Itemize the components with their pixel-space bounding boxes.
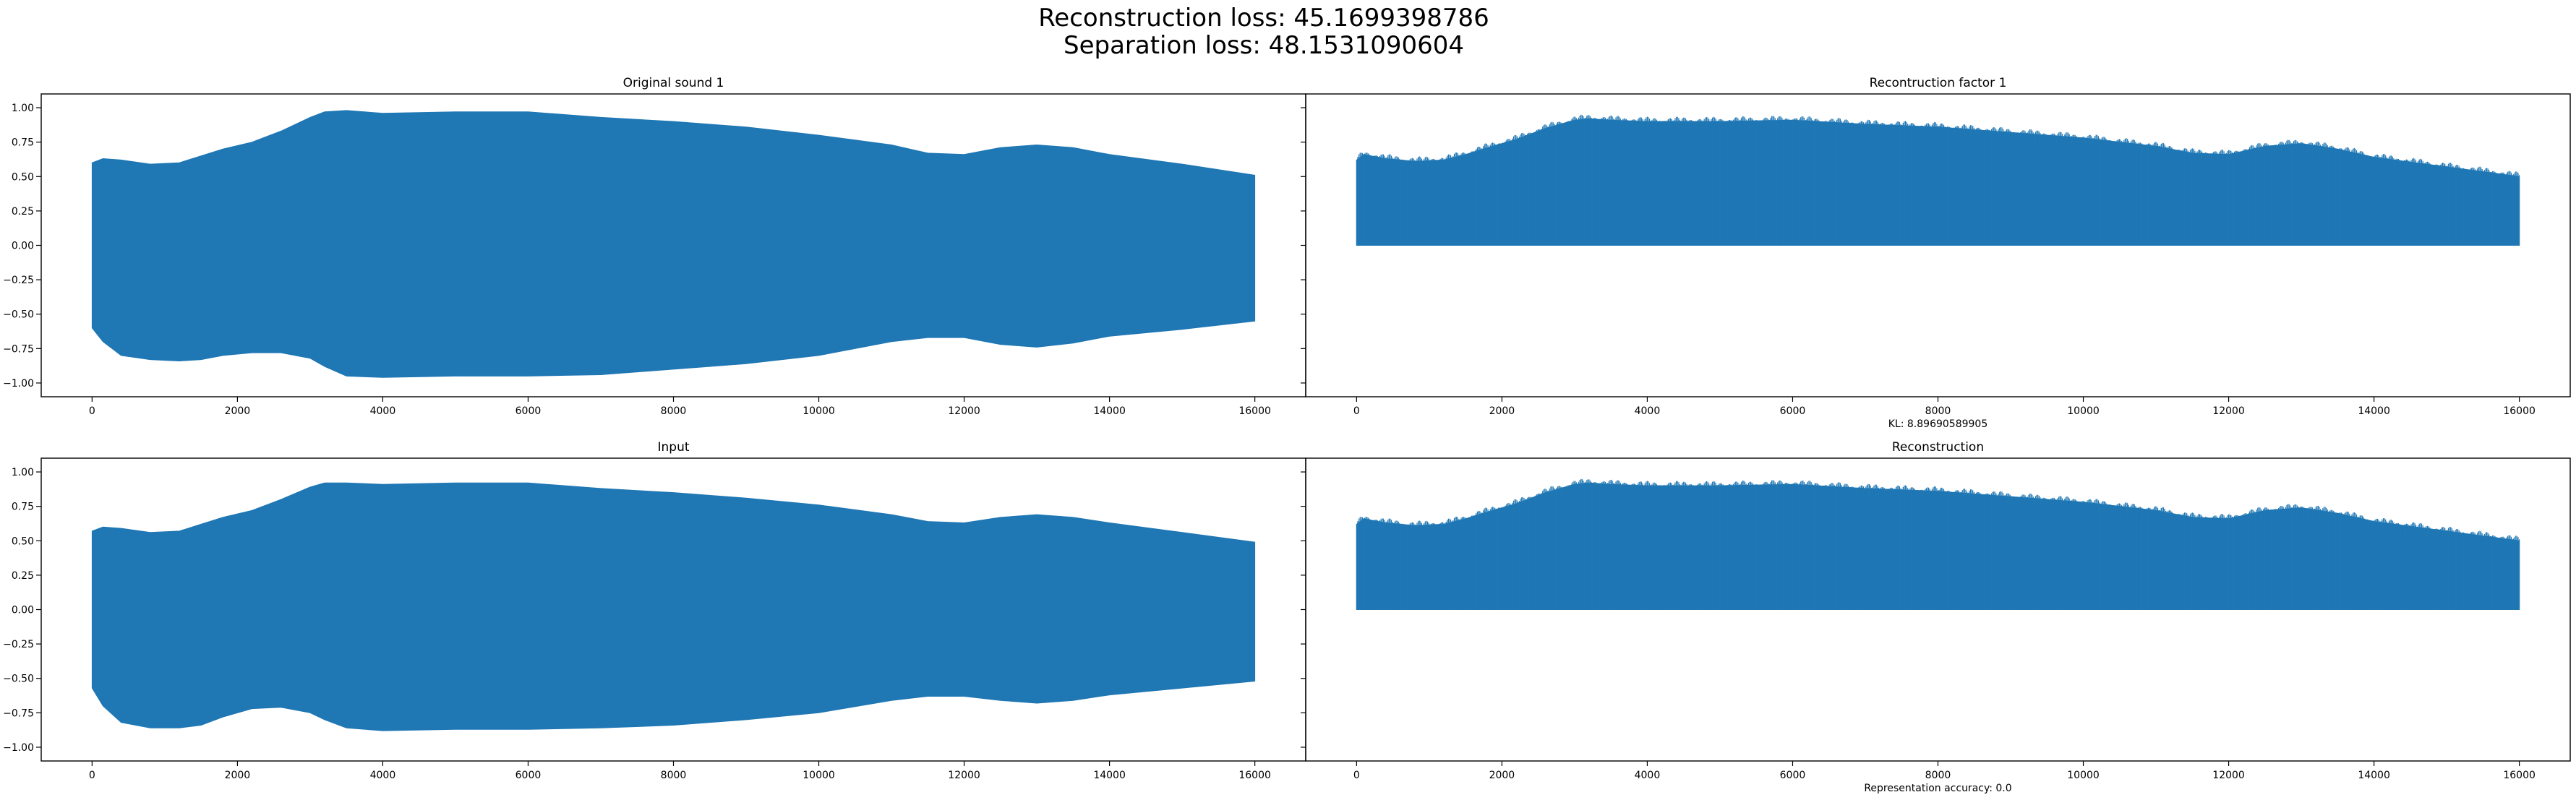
y-tick-label: −0.50 [3,674,34,685]
subplot-title: Reconstruction [1892,440,1984,455]
x-tick-label: 2000 [1489,405,1515,417]
x-tick-label: 16000 [1238,405,1271,417]
x-tick-label: 16000 [2503,405,2536,417]
y-tick-label: 0.25 [12,206,34,218]
spike-group [1356,114,2520,246]
x-tick-label: 8000 [1925,405,1951,417]
y-tick-label: 0.75 [12,502,34,513]
waveform-area [91,110,1256,378]
figure-suptitle-line-1: Reconstruction loss: 45.1699398786 [1038,4,1489,33]
x-tick-label: 10000 [803,770,835,781]
x-tick-label: 12000 [2212,770,2245,781]
spike-lines [1356,478,2520,610]
subplot-title: Input [657,440,689,455]
y-tick-label: 1.00 [12,103,34,114]
subplot-bottom-left: Input 0 2000 4000 6000 8000 10000 12000 14000 160… [3,440,1306,781]
x-tick-label: 6000 [1780,405,1806,417]
x-tick-label: 6000 [515,405,542,417]
subplot-top-right: Recontruction factor 1 0 2000 4000 6000 8000 1… [1301,76,2571,430]
y-tick-label: 0.00 [12,605,34,616]
x-tick-label: 12000 [948,405,980,417]
x-tick-label: 14000 [1093,770,1126,781]
y-tick-label: −0.75 [3,707,34,719]
y-tick-label: −0.50 [3,309,34,321]
x-tick-label: 4000 [370,770,396,781]
y-tick-label: 0.50 [12,536,34,547]
x-tick-label: 4000 [1635,770,1661,781]
x-tick-label: 16000 [2503,770,2536,781]
x-tick-label: 14000 [2358,405,2390,417]
waveform-area [91,482,1256,731]
subplot-top-left: Original sound 1 0 2000 4000 6000 8000 10000 12… [3,76,1306,417]
y-tick-label: −1.00 [3,742,34,754]
x-axis-label: Representation accuracy: 0.0 [1864,783,2011,794]
y-tick-label: −1.00 [3,378,34,390]
y-tick-label: 0.75 [12,137,34,149]
x-tick-label: 0 [1353,770,1360,781]
x-tick-label: 4000 [370,405,396,417]
y-tick-label: −0.25 [3,639,34,650]
y-tick-label: 0.00 [12,241,34,252]
x-tick-label: 0 [1353,405,1360,417]
x-axis-label: KL: 8.89690589905 [1888,418,1987,430]
x-tick-label: 2000 [225,405,251,417]
x-tick-label: 10000 [2067,770,2100,781]
x-tick-label: 2000 [225,770,251,781]
y-tick-label: −0.75 [3,343,34,355]
x-tick-label: 14000 [1093,405,1126,417]
spike-group [1356,478,2520,610]
x-tick-label: 0 [89,405,95,417]
y-tick-label: 1.00 [12,467,34,478]
x-tick-label: 10000 [803,405,835,417]
y-tick-label: 0.25 [12,570,34,582]
y-tick-label: −0.25 [3,275,34,286]
figure-suptitle-line-2: Separation loss: 48.1531090604 [1064,31,1464,60]
x-tick-label: 8000 [1925,770,1951,781]
x-tick-label: 8000 [661,770,687,781]
x-tick-label: 2000 [1489,770,1515,781]
x-tick-label: 0 [89,770,95,781]
x-tick-label: 12000 [948,770,980,781]
y-tick-label: 0.50 [12,171,34,183]
x-tick-label: 10000 [2067,405,2100,417]
subplot-title: Recontruction factor 1 [1870,76,2007,90]
subplot-bottom-right: Reconstruction 0 2000 4000 6000 8000 10000 1200… [1301,440,2571,794]
spike-lines [1356,114,2520,246]
subplot-title: Original sound 1 [623,76,724,90]
x-tick-label: 14000 [2358,770,2390,781]
x-tick-label: 12000 [2212,405,2245,417]
x-tick-label: 4000 [1635,405,1661,417]
x-tick-label: 6000 [515,770,542,781]
x-tick-label: 8000 [661,405,687,417]
x-tick-label: 6000 [1780,770,1806,781]
x-tick-label: 16000 [1238,770,1271,781]
